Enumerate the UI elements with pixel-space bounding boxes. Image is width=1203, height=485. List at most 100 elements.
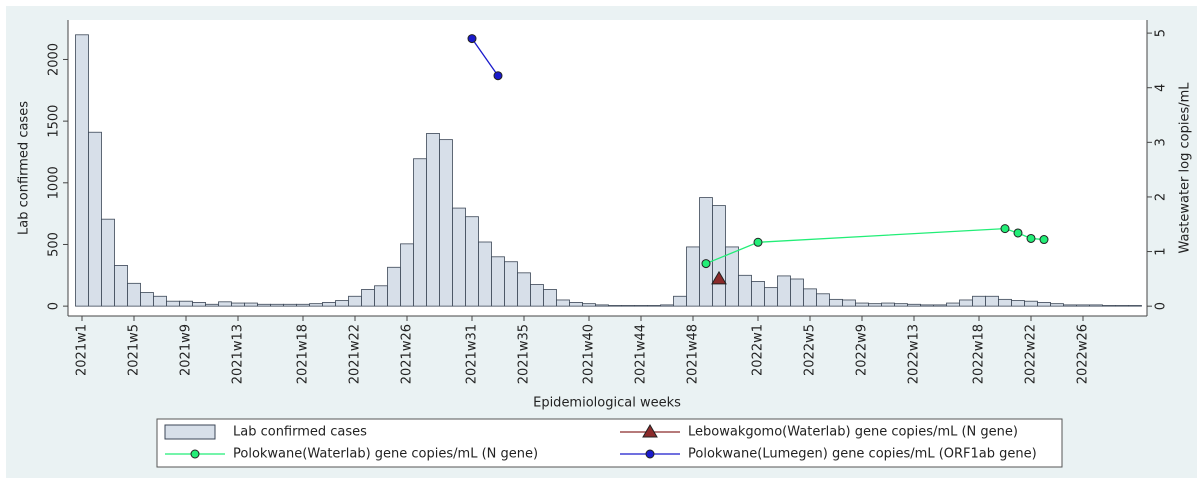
bar [348, 295, 362, 307]
bar [270, 303, 284, 307]
y2-axis-title: Wastewater log copies/mL [1178, 82, 1193, 254]
bar [166, 300, 180, 307]
bar [192, 302, 206, 307]
bar [686, 246, 700, 307]
x-tick-label: 2022w1 [751, 324, 766, 376]
x-tick-label: 2021w9 [179, 324, 194, 376]
bar [738, 274, 752, 307]
bar [621, 305, 635, 307]
y2-tick-label: 1 [1154, 247, 1169, 255]
bar [569, 302, 583, 307]
bar [426, 133, 440, 307]
bar [1102, 305, 1116, 307]
bar [413, 158, 427, 307]
legend-label: Polokwane(Lumegen) gene copies/mL (ORF1a… [688, 447, 1037, 462]
x-tick-label: 2021w40 [582, 324, 597, 384]
legend-swatch [164, 424, 216, 440]
bar [1050, 303, 1064, 307]
bar [634, 305, 648, 307]
bar [751, 281, 765, 307]
y-tick-label: 500 [47, 232, 62, 257]
bar [985, 295, 999, 307]
bar [439, 139, 453, 307]
bar [374, 285, 388, 307]
bar [1128, 305, 1142, 307]
bar [829, 298, 843, 307]
bar [1011, 300, 1025, 307]
x-tick-label: 2021w18 [296, 324, 311, 384]
legend-label: Lebowakgomo(Waterlab) gene copies/mL (N … [688, 425, 1018, 440]
x-tick-label: 2021w44 [634, 324, 649, 384]
x-tick-label: 2021w31 [465, 324, 480, 384]
bar [920, 304, 934, 307]
point [1026, 233, 1036, 243]
bar [205, 303, 219, 307]
bar [452, 207, 466, 307]
bar [1024, 300, 1038, 307]
x-tick-label: 2021w22 [348, 324, 363, 384]
bar [153, 295, 167, 307]
bar [517, 272, 531, 307]
bar [296, 303, 310, 307]
bar [335, 300, 349, 307]
y2-tick-label: 2 [1154, 193, 1169, 201]
y-tick-label: 2000 [47, 43, 62, 76]
bar [842, 299, 856, 307]
bar [1063, 304, 1077, 307]
y2-tick-label: 0 [1154, 302, 1169, 310]
bar [231, 302, 245, 307]
point [493, 71, 503, 81]
legend-label: Polokwane(Waterlab) gene copies/mL (N ge… [233, 447, 538, 462]
x-tick-label: 2022w5 [803, 324, 818, 376]
x-tick-label: 2021w35 [517, 324, 532, 384]
bar [218, 301, 232, 307]
legend-marker [645, 449, 655, 459]
y-tick-label: 0 [47, 302, 62, 310]
bar [595, 304, 609, 307]
bar [699, 197, 713, 307]
bar [75, 34, 89, 307]
bar [179, 300, 193, 307]
point [711, 270, 727, 285]
bar [972, 295, 986, 307]
bar [933, 304, 947, 307]
bar [998, 298, 1012, 307]
bar [543, 289, 557, 307]
bar [1115, 305, 1129, 307]
y2-tick-label: 3 [1154, 138, 1169, 146]
bar [608, 305, 622, 307]
bar [777, 275, 791, 307]
bar [556, 299, 570, 307]
x-tick-label: 2022w18 [972, 324, 987, 384]
x-tick-label: 2022w22 [1024, 324, 1039, 384]
bar [140, 292, 154, 307]
bar [88, 131, 102, 307]
y2-tick-label: 4 [1154, 84, 1169, 92]
x-tick-label: 2021w1 [75, 324, 90, 376]
x-tick-label: 2021w26 [400, 324, 415, 384]
bar [257, 303, 271, 307]
point [753, 237, 763, 247]
legend-marker [642, 424, 658, 438]
x-tick-label: 2021w5 [127, 324, 142, 376]
bar [530, 284, 544, 307]
bar [803, 288, 817, 307]
point [1013, 228, 1023, 238]
bar [504, 261, 518, 307]
point [467, 34, 477, 44]
bar [660, 304, 674, 307]
bar [465, 216, 479, 307]
y2-tick-label: 5 [1154, 29, 1169, 37]
bar [946, 302, 960, 307]
line [471, 38, 499, 77]
bar [1076, 304, 1090, 307]
x-tick-label: 2021w48 [686, 324, 701, 384]
bar [127, 282, 141, 307]
bar [764, 287, 778, 307]
bar [647, 305, 661, 307]
point [1000, 224, 1010, 234]
bar [1037, 302, 1051, 307]
bar [959, 299, 973, 307]
bar [816, 293, 830, 307]
